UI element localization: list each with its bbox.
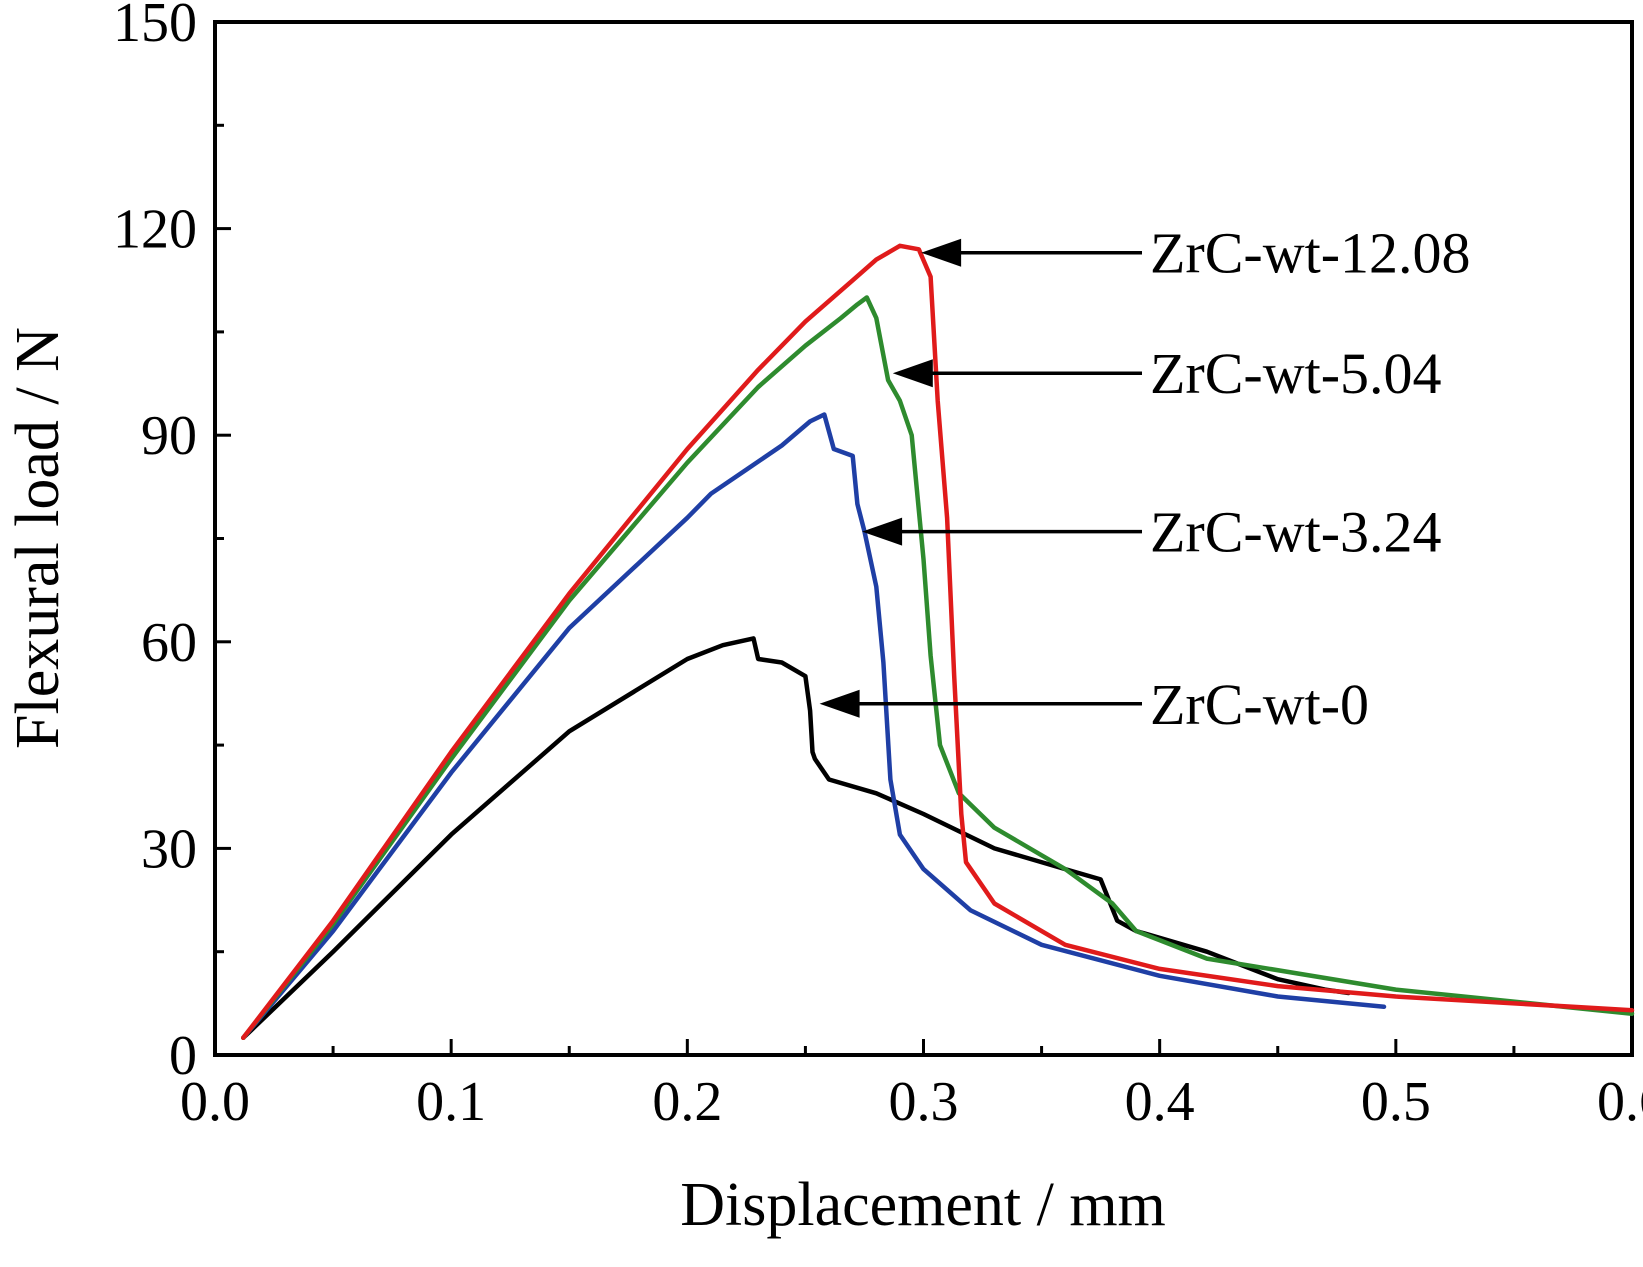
y-tick-label: 90 (141, 405, 197, 467)
series-line-zrc-wt-3-24 (241, 412, 1387, 1041)
annotation-label: ZrC-wt-5.04 (1150, 341, 1442, 406)
annotation-arrow-head (892, 359, 933, 388)
x-tick-label: 0.2 (652, 1071, 722, 1133)
annotation-arrow-head (921, 238, 962, 267)
annotation-zrc-wt-0: ZrC-wt-0 (819, 672, 1369, 737)
x-tick-label: 0.5 (1361, 1071, 1431, 1133)
axis-ticks (213, 20, 1634, 1057)
y-tick-label: 150 (113, 0, 197, 54)
y-tick-label: 0 (169, 1025, 197, 1087)
y-tick-label: 30 (141, 818, 197, 880)
annotation-label: ZrC-wt-3.24 (1150, 500, 1442, 565)
annotation-zrc-wt-12-08: ZrC-wt-12.08 (921, 221, 1471, 286)
x-tick-label: 0.0 (180, 1071, 250, 1133)
series-line-zrc-wt-12-08 (241, 243, 1635, 1041)
annotation-label: ZrC-wt-12.08 (1150, 221, 1471, 286)
annotation-label: ZrC-wt-0 (1150, 672, 1369, 737)
series-line-zrc-wt-5-04 (241, 295, 1635, 1041)
y-axis-title: Flexural load / N (4, 327, 72, 749)
annotation-zrc-wt-3-24: ZrC-wt-3.24 (862, 500, 1442, 565)
axis-tick-labels: 0.0 0.1 0.2 0.3 0.4 0.5 0.6 0 30 60 90 120 150 (113, 0, 1643, 1133)
x-tick-label: 0.4 (1125, 1071, 1195, 1133)
x-tick-label: 0.1 (416, 1071, 486, 1133)
y-tick-label: 60 (141, 612, 197, 674)
annotation-arrow-head (819, 689, 860, 718)
x-tick-label: 0.6 (1597, 1071, 1643, 1133)
y-tick-label: 120 (113, 199, 197, 261)
x-tick-label: 0.3 (889, 1071, 959, 1133)
annotation-zrc-wt-5-04: ZrC-wt-5.04 (892, 341, 1442, 406)
series-annotations: ZrC-wt-0 ZrC-wt-3.24 ZrC-wt-5.04 ZrC-wt-12.… (819, 221, 1471, 737)
annotation-arrow-head (862, 517, 903, 546)
series-layer (241, 243, 1635, 1041)
x-axis-title: Displacement / mm (680, 1171, 1166, 1239)
